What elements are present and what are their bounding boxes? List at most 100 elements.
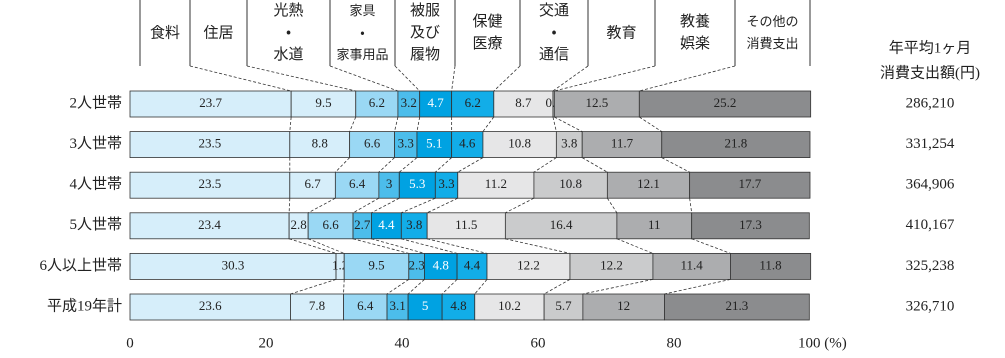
- row-label: 6人以上世帯: [39, 257, 122, 274]
- value-label: 17.3: [739, 217, 762, 232]
- connector: [482, 116, 495, 132]
- value-label: 11.8: [759, 257, 781, 272]
- connector: [288, 198, 291, 213]
- connector: [290, 279, 337, 295]
- connector: [386, 279, 410, 295]
- value-label: 4.8: [450, 298, 466, 313]
- value-label: 16.4: [550, 217, 573, 232]
- value-label: 6.4: [349, 176, 366, 191]
- connector: [533, 157, 557, 173]
- x-tick-label: 40: [395, 335, 410, 351]
- connector: [664, 279, 731, 295]
- value-label: 8.8: [312, 136, 328, 151]
- bar-segment: [482, 131, 557, 159]
- bar-segment: [533, 171, 608, 199]
- row-label: 2人世帯: [69, 94, 122, 111]
- connector: [189, 65, 292, 92]
- bar-segment: [553, 90, 640, 118]
- connector: [493, 65, 521, 92]
- bar-segment: [652, 252, 731, 280]
- bar-segment: [451, 131, 484, 159]
- legend-label: 光熱・水道: [273, 2, 303, 63]
- connector: [401, 238, 458, 254]
- x-tick-label: 0: [126, 335, 134, 351]
- value-label: 4.7: [428, 95, 445, 110]
- value-label: 12.5: [585, 95, 608, 110]
- connector: [639, 116, 662, 132]
- value-label: 11.7: [611, 136, 634, 151]
- bar-segment: [661, 131, 811, 159]
- bar-segment: [543, 293, 584, 321]
- value-label: 3.8: [406, 217, 422, 232]
- bar-segment: [441, 293, 476, 321]
- bar-segment: [343, 293, 388, 321]
- value-label: 23.4: [198, 217, 221, 232]
- bar-segment: [504, 212, 618, 240]
- value-label: 2.7: [354, 217, 371, 232]
- total-header: 年平均1ヶ月消費支出額(円): [880, 40, 980, 82]
- connector: [552, 65, 589, 92]
- connector: [616, 238, 654, 254]
- bar-segment: [370, 212, 402, 240]
- bar-segment: [334, 171, 380, 199]
- value-label: 5.1: [426, 136, 442, 151]
- value-label: 4.4: [464, 257, 481, 272]
- row-label: 平成19年計: [47, 297, 122, 314]
- bar-segment: [355, 90, 399, 118]
- value-label: 10.8: [559, 176, 582, 191]
- value-label: 23.5: [199, 136, 222, 151]
- value-label: 3.2: [401, 95, 417, 110]
- bar-segment: [129, 252, 337, 280]
- connector: [308, 238, 345, 254]
- value-label: 2.8: [291, 217, 307, 232]
- value-label: 11.5: [455, 217, 477, 232]
- connector: [441, 279, 458, 295]
- bar-segment: [456, 252, 488, 280]
- value-label: 6.4: [357, 298, 374, 313]
- legend-label: 教養娯楽: [680, 13, 710, 52]
- connector: [582, 279, 654, 295]
- value-label: 2.3: [408, 257, 424, 272]
- bar-segment: [424, 252, 458, 280]
- value-label: 8.7: [515, 95, 532, 110]
- value-label: 6.2: [369, 95, 385, 110]
- x-tick-label: 100 (%): [798, 335, 847, 351]
- row-label: 5人世帯: [69, 216, 122, 233]
- value-label: 11.4: [681, 257, 704, 272]
- connector: [581, 157, 608, 173]
- value-label: 4.8: [433, 257, 449, 272]
- connector: [407, 279, 425, 295]
- bar-segment: [129, 131, 291, 159]
- bar-segment: [493, 90, 554, 118]
- legend-label: 家具・家事用品: [336, 3, 388, 62]
- connector: [399, 157, 418, 173]
- legend-label: その他の消費支出: [746, 14, 798, 51]
- connector: [451, 65, 456, 92]
- legend-label: 交通・通信: [539, 2, 569, 63]
- legend-label: 住居: [203, 24, 233, 41]
- total-label: 410,167: [906, 217, 955, 233]
- value-label: 11: [648, 217, 661, 232]
- legend-label: 保健医療: [472, 13, 502, 52]
- connector: [371, 197, 400, 214]
- bar-segment: [307, 212, 354, 240]
- value-label: 3: [386, 176, 393, 191]
- connector: [552, 116, 557, 132]
- connector: [289, 238, 337, 254]
- value-label: 6.7: [304, 176, 321, 191]
- bar-segment: [569, 252, 654, 280]
- connector: [691, 238, 731, 254]
- connector: [394, 116, 399, 132]
- connector: [474, 279, 488, 295]
- row-label: 3人世帯: [69, 135, 122, 152]
- connector: [371, 238, 425, 254]
- value-label: 6.2: [465, 95, 481, 110]
- value-label: 10.2: [498, 298, 521, 313]
- value-label: 30.3: [222, 257, 245, 272]
- legend-label: 被服及び履物: [410, 2, 440, 63]
- connector: [639, 65, 736, 92]
- total-label: 364,906: [906, 177, 955, 193]
- bar-segment: [582, 293, 665, 321]
- value-label: 5.7: [555, 298, 572, 313]
- x-tick-label: 20: [259, 335, 274, 351]
